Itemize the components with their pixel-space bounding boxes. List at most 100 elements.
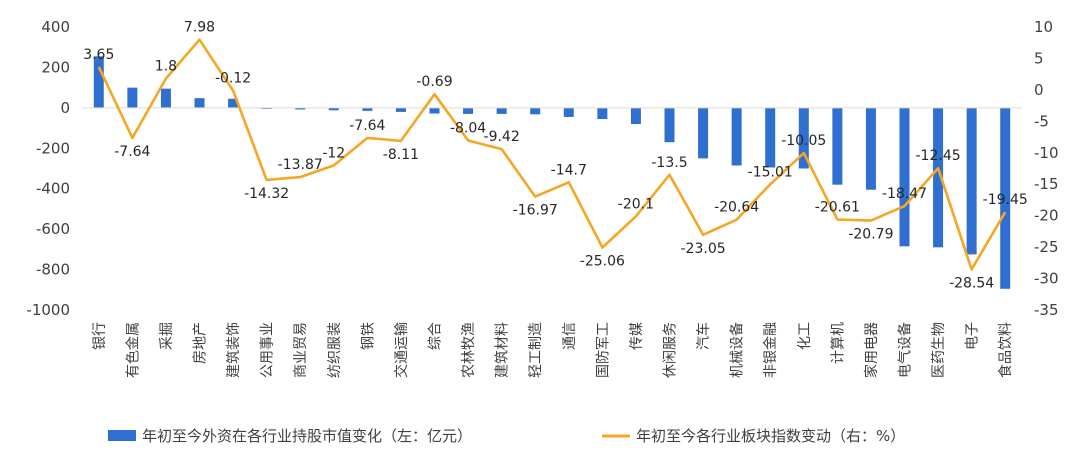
bar — [597, 107, 608, 119]
right-tick-label: -30 — [1034, 270, 1059, 288]
line-data-label: -15.01 — [748, 164, 793, 180]
line-data-label: -13.87 — [278, 157, 323, 173]
line-data-label: -20.61 — [815, 200, 860, 216]
bar — [228, 98, 239, 108]
bar — [1000, 107, 1011, 289]
bar — [395, 107, 406, 112]
line-data-label: -12 — [322, 145, 345, 161]
left-tick-label: 400 — [41, 18, 70, 36]
category-label: 传媒 — [629, 322, 645, 350]
bar — [563, 107, 574, 117]
bar — [160, 88, 171, 108]
bar — [765, 107, 776, 168]
category-label: 纺织服装 — [327, 322, 343, 378]
category-label: 采掘 — [159, 322, 175, 350]
left-axis: 400 200 0 -200 -400 -600 -800 -1000 — [26, 18, 70, 319]
category-label: 有色金属 — [124, 322, 141, 378]
line-data-label: -14.7 — [551, 162, 587, 178]
bar — [429, 107, 440, 114]
category-label: 农林牧渔 — [461, 322, 477, 378]
right-tick-label: -5 — [1034, 112, 1049, 130]
right-tick-label: 5 — [1034, 49, 1044, 67]
category-label: 综合 — [428, 322, 444, 350]
category-label: 房地产 — [193, 322, 209, 364]
right-axis: 10 5 0 -5 -10 -15 -20 -25 -30 -35 — [1034, 18, 1059, 319]
category-label: 计算机 — [830, 322, 846, 364]
left-tick-label: -800 — [36, 261, 70, 279]
category-label: 非银金融 — [763, 322, 779, 378]
line-data-label: -12.45 — [916, 148, 961, 164]
left-tick-label: 0 — [60, 99, 70, 117]
line-data-label: -18.47 — [882, 186, 927, 202]
bar — [630, 107, 641, 125]
bar — [261, 107, 272, 109]
category-label: 钢铁 — [360, 322, 376, 350]
category-axis: 银行 有色金属 采掘 房地产 建筑装饰 公用事业 商业贸易 纺织服装 钢铁 交通运输 综合 农林牧渔 建… — [92, 322, 1014, 378]
category-label: 银行 — [92, 322, 108, 350]
left-tick-label: 200 — [41, 58, 70, 76]
right-tick-label: -20 — [1034, 207, 1059, 225]
legend-label-line: 年初至今各行业板块指数变动（右：%） — [636, 427, 905, 445]
legend: 年初至今外资在各行业持股市值变化（左：亿元） 年初至今各行业板块指数变动（右：%… — [108, 427, 905, 445]
line-data-label: -13.5 — [651, 155, 687, 171]
bar — [865, 107, 876, 190]
category-label: 家用电器 — [863, 322, 880, 378]
line-data-label: -20.79 — [848, 227, 893, 243]
line-data-label: -10.05 — [781, 133, 826, 149]
category-label: 建筑材料 — [495, 322, 511, 378]
line-data-label: -23.05 — [681, 241, 726, 257]
bar — [463, 107, 474, 114]
bar — [899, 107, 910, 247]
legend-swatch-bar — [108, 430, 136, 441]
category-label: 轻工制造 — [528, 322, 544, 378]
left-tick-label: -400 — [36, 180, 70, 198]
right-tick-label: -35 — [1034, 301, 1059, 319]
bar — [966, 107, 977, 255]
line-data-label: -20.1 — [618, 196, 654, 212]
line-data-label: -19.45 — [983, 192, 1028, 208]
line-data-label: -16.97 — [513, 203, 558, 219]
category-label: 电气设备 — [897, 322, 914, 378]
category-label: 公用事业 — [260, 322, 276, 378]
category-label: 休闲服务 — [663, 322, 679, 378]
category-label: 电子 — [965, 322, 981, 350]
bar — [798, 107, 809, 169]
category-label: 医药生物 — [931, 322, 947, 378]
line-data-label: 1.8 — [155, 59, 177, 75]
legend-label-bar: 年初至今外资在各行业持股市值变化（左：亿元） — [142, 427, 472, 445]
bar — [362, 107, 373, 111]
right-tick-label: 10 — [1034, 18, 1053, 36]
line-series — [97, 38, 1007, 271]
line-data-label: -25.06 — [580, 253, 625, 269]
line-data-label: -7.64 — [114, 144, 150, 160]
line-data-label: 3.65 — [83, 47, 114, 63]
bar — [698, 107, 709, 159]
series-line — [97, 38, 1007, 271]
category-label: 通信 — [562, 322, 578, 350]
bar — [832, 107, 843, 185]
line-data-label: -9.42 — [484, 129, 520, 145]
left-tick-label: -200 — [36, 139, 70, 157]
line-data-label: -14.32 — [244, 186, 289, 202]
category-label: 食品饮料 — [997, 322, 1014, 378]
left-tick-label: -600 — [36, 220, 70, 238]
bar — [194, 98, 205, 108]
line-data-label: -20.64 — [714, 200, 759, 216]
right-tick-label: -10 — [1034, 144, 1059, 162]
category-label: 交通运输 — [393, 322, 410, 378]
bar — [127, 87, 138, 108]
line-data-label: -0.69 — [416, 74, 452, 90]
left-tick-label: -1000 — [26, 301, 70, 319]
line-data-label: -8.04 — [450, 120, 486, 136]
bar — [933, 107, 944, 248]
right-tick-label: -25 — [1034, 238, 1059, 256]
category-label: 化工 — [797, 322, 813, 350]
bar — [664, 107, 675, 143]
line-data-label: -28.54 — [949, 275, 994, 291]
category-label: 国防军工 — [595, 322, 611, 378]
right-tick-label: -15 — [1034, 175, 1059, 193]
bar — [496, 107, 507, 114]
category-label: 汽车 — [695, 322, 712, 350]
